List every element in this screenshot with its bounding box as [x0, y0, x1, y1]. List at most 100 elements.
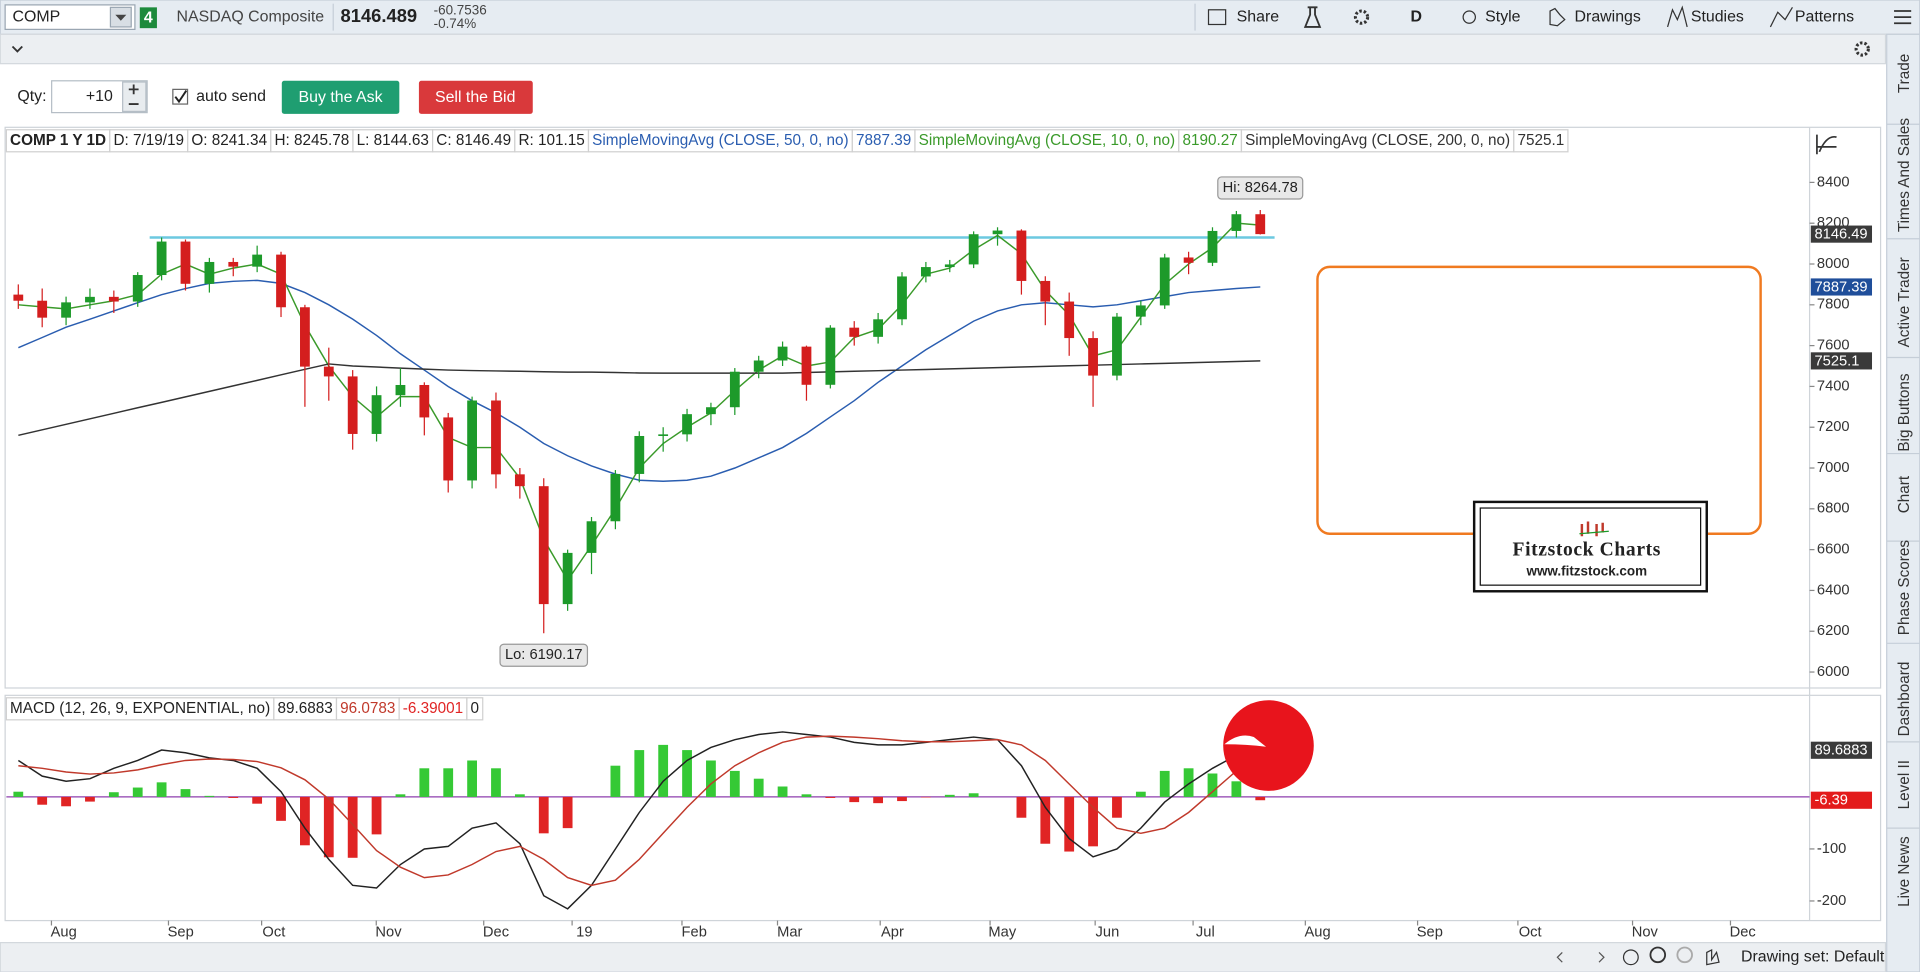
y-tick-label: 7600: [1817, 337, 1850, 353]
settings-icon[interactable]: [1353, 9, 1370, 25]
symbol[interactable]: COMP: [12, 8, 60, 25]
collapse-icon[interactable]: [11, 45, 23, 53]
header-item: 8190.27: [1182, 132, 1237, 149]
histogram-bar: [825, 796, 836, 798]
histogram-bar: [37, 796, 48, 805]
toolbar-button[interactable]: Studies: [1691, 8, 1744, 25]
histogram-bar: [491, 768, 501, 797]
drawings-icon[interactable]: [1549, 7, 1566, 27]
drawing-set[interactable]: Drawing set: Default: [1741, 949, 1885, 966]
flask-icon[interactable]: [1303, 6, 1322, 28]
toolbar-button[interactable]: Drawings: [1575, 8, 1641, 25]
candle-body: [801, 346, 812, 385]
price-tag-label: 7525.1: [1814, 353, 1859, 369]
candle-body: [1231, 214, 1242, 231]
histogram-bar: [132, 787, 143, 797]
candle-body: [1255, 214, 1266, 235]
checkmark: [174, 90, 188, 104]
toolbar-button[interactable]: D: [1410, 8, 1422, 25]
price-tag: [1810, 278, 1873, 296]
histogram-bar: [514, 794, 525, 797]
drawing-tool-icon[interactable]: [1816, 134, 1837, 155]
crosshair-icon[interactable]: [1622, 949, 1639, 966]
header-item: MACD (12, 26, 9, EXPONENTIAL, no): [10, 700, 270, 717]
histogram-bar: [1064, 796, 1075, 852]
share-icon[interactable]: [1207, 9, 1227, 26]
style-icon[interactable]: [1462, 10, 1476, 24]
note-box: [1316, 265, 1762, 535]
sell-button[interactable]: [418, 80, 533, 114]
link-group[interactable]: [139, 7, 157, 29]
toolbar-button[interactable]: Style: [1485, 8, 1521, 25]
histogram-bar: [968, 793, 979, 797]
header-item: 96.0783: [340, 700, 395, 717]
side-tab[interactable]: Trade: [1896, 54, 1913, 93]
logo-url: www.fitzstock.com: [1525, 563, 1647, 578]
histogram-bar: [706, 760, 716, 797]
y-tick-label: 7800: [1817, 297, 1850, 313]
qty-value[interactable]: +10: [86, 88, 113, 105]
extreme-label: Hi: 8264.78: [1223, 180, 1298, 196]
candle-body: [682, 414, 692, 435]
candle-body: [323, 366, 334, 377]
toolbar-button[interactable]: Patterns: [1795, 8, 1854, 25]
buy-button[interactable]: [281, 80, 400, 114]
candle-body: [610, 473, 621, 522]
zoom-out-icon[interactable]: [1676, 946, 1693, 964]
histogram-bar: [1207, 773, 1218, 797]
header-item: D: 7/19/19: [113, 132, 184, 149]
header-item: -6.39001: [403, 700, 463, 717]
scroll-arrows[interactable]: [1556, 951, 1605, 963]
subbar: [0, 33, 1887, 65]
toolbar-bg: [0, 0, 1920, 35]
side-tab[interactable]: Level II: [1896, 760, 1913, 809]
histogram-bar: [419, 768, 430, 797]
chart-layer: 6000 6200 6400 6600 6800 7000 7200 7400 7600 7800…: [5, 129, 1873, 941]
line-series: [18, 360, 1261, 437]
link-group-label: 4: [144, 10, 153, 27]
header-item: C: 8146.49: [436, 132, 511, 149]
header-item: 7525.1: [1517, 132, 1564, 149]
histogram-bar: [1016, 796, 1027, 818]
histogram-bar: [228, 796, 239, 798]
buy-label: Buy the Ask: [299, 89, 383, 106]
side-tab[interactable]: Times And Sales: [1896, 118, 1913, 233]
price-tag-label: 89.6883: [1814, 743, 1867, 759]
sell-label: Sell the Bid: [435, 89, 515, 106]
pan-icon[interactable]: [1706, 948, 1720, 966]
candle-body: [944, 264, 955, 268]
y-tick-label: 7000: [1817, 460, 1850, 476]
spinner-icons: [128, 84, 139, 105]
y-tick-label: 6800: [1817, 501, 1850, 517]
candle-body: [825, 327, 836, 385]
y-tick-label: 6200: [1817, 623, 1850, 639]
candle-body: [849, 327, 860, 337]
side-tab[interactable]: Active Trader: [1896, 257, 1913, 347]
candle-body: [61, 302, 71, 318]
side-tab[interactable]: Big Buttons: [1896, 373, 1913, 452]
side-tab[interactable]: Chart: [1896, 475, 1913, 513]
candle-body: [777, 346, 788, 361]
y-tick-label: 6400: [1817, 582, 1850, 598]
histogram-bar: [777, 786, 788, 797]
extreme-label-box: [1217, 176, 1304, 200]
order-bar: Qty: +10 auto send Buy the Ask Sell the …: [17, 80, 533, 114]
qty-spinner[interactable]: [122, 81, 147, 113]
side-tab[interactable]: Dashboard: [1896, 662, 1913, 737]
menu-icon[interactable]: [1894, 10, 1912, 25]
histogram-bar: [801, 794, 812, 797]
logo-frame: [1472, 500, 1708, 593]
side-tab[interactable]: Phase Scores: [1896, 540, 1913, 636]
price-tag: [1810, 225, 1873, 243]
studies-icon[interactable]: [1666, 5, 1688, 28]
candle-body: [873, 319, 884, 337]
status-bar: [0, 942, 1887, 972]
toolbar-button[interactable]: Share: [1237, 8, 1280, 25]
patterns-icon[interactable]: [1769, 7, 1793, 28]
side-tab-group: Trade Times And Sales Active Trader Big But…: [1886, 54, 1920, 907]
chart-settings-icon[interactable]: [1854, 41, 1870, 57]
zoom-in-icon[interactable]: [1649, 946, 1667, 964]
last-price: 8146.489: [341, 5, 418, 26]
side-tab[interactable]: Live News: [1896, 836, 1913, 907]
header-item: SimpleMovingAvg (CLOSE, 10, 0, no): [919, 132, 1175, 149]
